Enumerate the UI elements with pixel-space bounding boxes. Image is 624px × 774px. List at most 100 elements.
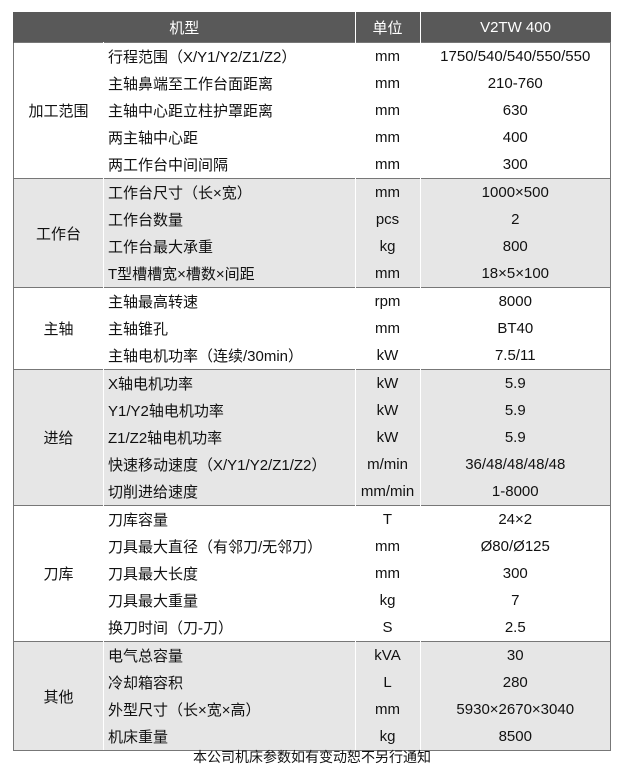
- param-cell: X轴电机功率: [103, 369, 356, 397]
- category-cell: 刀库: [13, 505, 104, 642]
- value-cell: 8000: [419, 287, 611, 315]
- table-row: 工作台数量 pcs 2: [14, 206, 611, 233]
- table-row: 其他 电气总容量 kVA 30: [13, 641, 611, 751]
- value-cell: 8500: [419, 723, 611, 751]
- unit-cell: rpm: [354, 287, 421, 315]
- table-row: 加工范围 行程范围（X/Y1/Y2/Z1/Z2） mm 1750/540/540/55…: [13, 42, 611, 179]
- unit-cell: S: [354, 614, 421, 642]
- value-cell: 36/48/48/48/48: [419, 451, 611, 478]
- unit-cell: kg: [354, 723, 421, 751]
- unit-cell: kW: [354, 424, 421, 451]
- table-row: 冷却箱容积 L 280: [14, 669, 611, 696]
- value-cell: 300: [419, 151, 611, 179]
- param-cell: 刀具最大重量: [103, 587, 356, 614]
- category-cell: 其他: [13, 641, 104, 751]
- table-row: 进给 X轴电机功率 kW 5.9: [13, 369, 611, 506]
- table-row: 主轴锥孔 mm BT40: [14, 315, 611, 342]
- unit-cell: kg: [354, 233, 421, 260]
- table-row: T型槽槽宽×槽数×间距 mm 18×5×100: [14, 260, 611, 288]
- spec-table: 机型 单位 V2TW 400 加工范围 行程范围（X/Y1/Y2/Z1/Z2） mm…: [13, 12, 611, 751]
- unit-cell: kW: [354, 397, 421, 424]
- param-cell: T型槽槽宽×槽数×间距: [103, 260, 356, 288]
- value-cell: 5.9: [419, 397, 611, 424]
- param-cell: 主轴电机功率（连续/30min）: [103, 342, 356, 370]
- category-cell: 进给: [13, 369, 104, 506]
- value-cell: 2: [419, 206, 611, 233]
- unit-cell: T: [354, 505, 421, 533]
- value-cell: BT40: [419, 315, 611, 342]
- value-cell: 800: [419, 233, 611, 260]
- header-row: 机型 单位 V2TW 400: [13, 12, 611, 43]
- value-cell: Ø80/Ø125: [419, 533, 611, 560]
- header-value: V2TW 400: [419, 12, 611, 43]
- param-cell: 刀库容量: [103, 505, 356, 533]
- value-cell: 210-760: [419, 70, 611, 97]
- unit-cell: mm: [354, 696, 421, 723]
- unit-cell: mm: [354, 70, 421, 97]
- value-cell: 24×2: [419, 505, 611, 533]
- table-row: 切削进给速度 mm/min 1-8000: [14, 478, 611, 506]
- unit-cell: kVA: [354, 641, 421, 669]
- param-cell: 冷却箱容积: [103, 669, 356, 696]
- table-row: 主轴电机功率（连续/30min） kW 7.5/11: [14, 342, 611, 370]
- param-cell: 刀具最大直径（有邻刀/无邻刀）: [103, 533, 356, 560]
- param-cell: 两工作台中间间隔: [103, 151, 356, 179]
- param-cell: 工作台最大承重: [103, 233, 356, 260]
- unit-cell: mm: [354, 124, 421, 151]
- param-cell: 换刀时间（刀-刀）: [103, 614, 356, 642]
- unit-cell: mm: [354, 178, 421, 206]
- param-cell: Y1/Y2轴电机功率: [103, 397, 356, 424]
- unit-cell: mm: [354, 42, 421, 70]
- value-cell: 400: [419, 124, 611, 151]
- unit-cell: mm/min: [354, 478, 421, 506]
- table-row: 刀具最大重量 kg 7: [14, 587, 611, 614]
- category-cell: 主轴: [13, 287, 104, 370]
- unit-cell: mm: [354, 315, 421, 342]
- table-row: 工作台最大承重 kg 800: [14, 233, 611, 260]
- param-cell: 行程范围（X/Y1/Y2/Z1/Z2）: [103, 42, 356, 70]
- value-cell: 1750/540/540/550/550: [419, 42, 611, 70]
- unit-cell: mm: [354, 533, 421, 560]
- value-cell: 1-8000: [419, 478, 611, 506]
- table-row: 刀库 刀库容量 T 24×2: [13, 505, 611, 642]
- param-cell: 快速移动速度（X/Y1/Y2/Z1/Z2）: [103, 451, 356, 478]
- table-row: 两工作台中间间隔 mm 300: [14, 151, 611, 179]
- unit-cell: mm: [354, 151, 421, 179]
- table-row: 换刀时间（刀-刀） S 2.5: [14, 614, 611, 642]
- unit-cell: mm: [354, 260, 421, 288]
- unit-cell: kW: [354, 342, 421, 370]
- table-row: 主轴中心距立柱护罩距离 mm 630: [14, 97, 611, 124]
- table-row: Y1/Y2轴电机功率 kW 5.9: [14, 397, 611, 424]
- value-cell: 300: [419, 560, 611, 587]
- param-cell: 切削进给速度: [103, 478, 356, 506]
- value-cell: 1000×500: [419, 178, 611, 206]
- unit-cell: mm: [354, 560, 421, 587]
- category-cell: 加工范围: [13, 42, 104, 179]
- unit-cell: kW: [354, 369, 421, 397]
- unit-cell: pcs: [354, 206, 421, 233]
- param-cell: Z1/Z2轴电机功率: [103, 424, 356, 451]
- table-row: 主轴鼻端至工作台面距离 mm 210-760: [14, 70, 611, 97]
- footer-note: 本公司机床参数如有变动恕不另行通知: [193, 749, 431, 765]
- param-cell: 主轴锥孔: [103, 315, 356, 342]
- param-cell: 机床重量: [103, 723, 356, 751]
- unit-cell: L: [354, 669, 421, 696]
- table-row: 快速移动速度（X/Y1/Y2/Z1/Z2） m/min 36/48/48/48/48: [14, 451, 611, 478]
- param-cell: 工作台数量: [103, 206, 356, 233]
- table-row: Z1/Z2轴电机功率 kW 5.9: [14, 424, 611, 451]
- value-cell: 5.9: [419, 424, 611, 451]
- value-cell: 18×5×100: [419, 260, 611, 288]
- value-cell: 7: [419, 587, 611, 614]
- value-cell: 5.9: [419, 369, 611, 397]
- unit-cell: m/min: [354, 451, 421, 478]
- unit-cell: mm: [354, 97, 421, 124]
- header-unit: 单位: [354, 12, 420, 43]
- value-cell: 630: [419, 97, 611, 124]
- param-cell: 主轴鼻端至工作台面距离: [103, 70, 356, 97]
- category-cell: 工作台: [13, 178, 104, 288]
- value-cell: 30: [419, 641, 611, 669]
- table-row: 刀具最大直径（有邻刀/无邻刀） mm Ø80/Ø125: [14, 533, 611, 560]
- table-row: 工作台 工作台尺寸（长×宽） mm 1000×500: [13, 178, 611, 288]
- param-cell: 主轴中心距立柱护罩距离: [103, 97, 356, 124]
- table-row: 机床重量 kg 8500: [14, 723, 611, 751]
